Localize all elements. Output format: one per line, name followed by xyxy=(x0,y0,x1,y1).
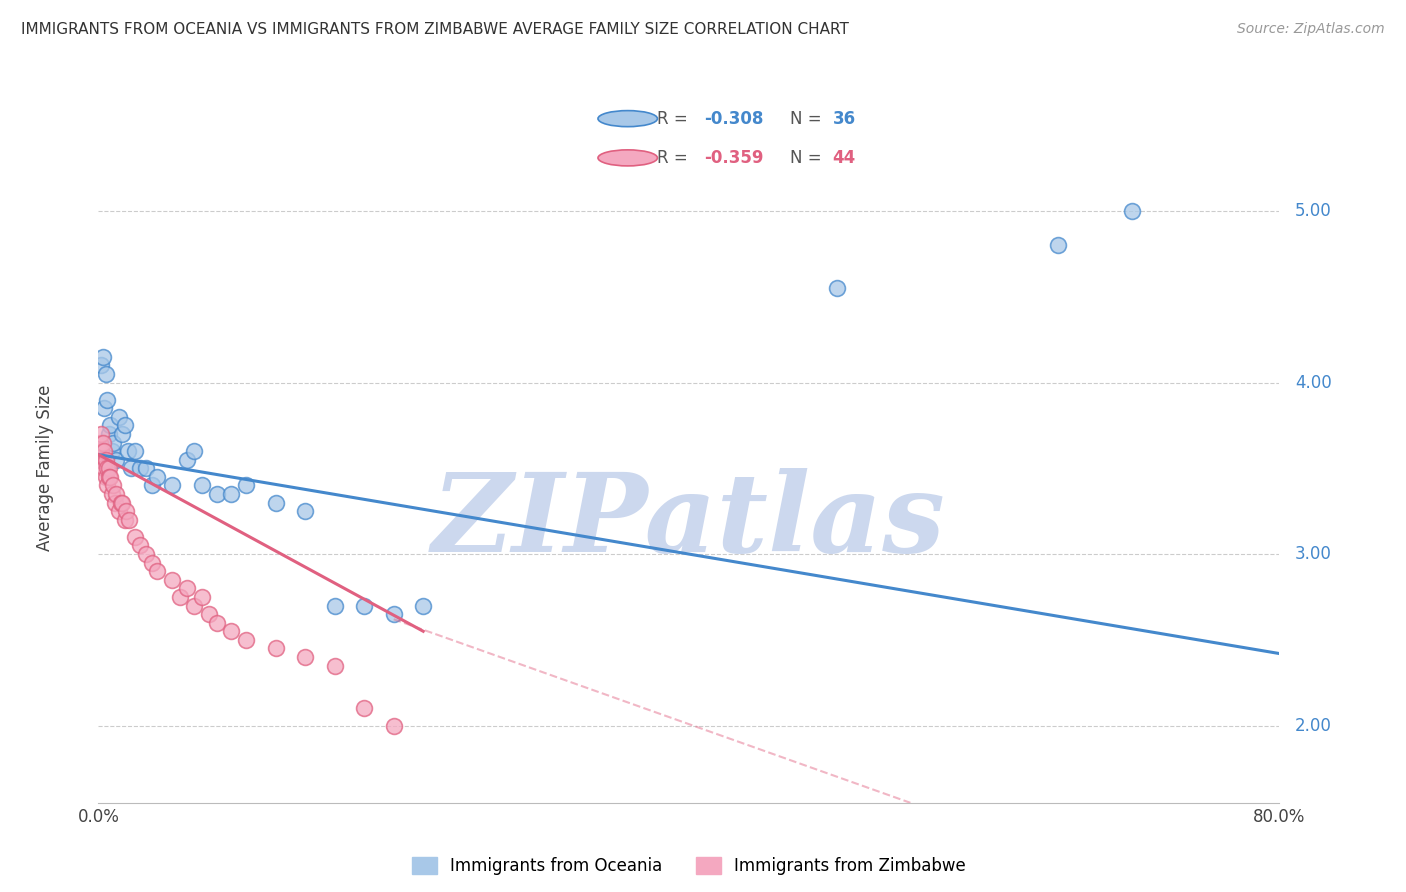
Point xyxy=(146,470,169,484)
Point xyxy=(124,444,146,458)
Point xyxy=(118,513,141,527)
Point xyxy=(128,461,150,475)
Point xyxy=(382,607,405,621)
Point xyxy=(91,350,114,364)
Point xyxy=(108,409,131,424)
Point xyxy=(97,427,120,442)
Point xyxy=(294,504,316,518)
Point xyxy=(235,632,257,647)
Point xyxy=(110,495,132,509)
Point xyxy=(105,452,128,467)
Point xyxy=(825,281,848,295)
Circle shape xyxy=(598,150,658,166)
Point xyxy=(353,599,375,613)
Text: 44: 44 xyxy=(832,149,856,167)
Point xyxy=(169,590,191,604)
Point xyxy=(103,435,125,450)
Point xyxy=(89,452,111,467)
Text: 36: 36 xyxy=(832,110,856,128)
Point xyxy=(128,539,150,553)
Point xyxy=(114,513,136,527)
Point xyxy=(323,599,346,613)
Point xyxy=(103,478,125,492)
Point xyxy=(135,461,157,475)
Circle shape xyxy=(598,111,658,127)
Point xyxy=(105,487,128,501)
Point xyxy=(114,418,136,433)
Point xyxy=(94,452,117,467)
Text: IMMIGRANTS FROM OCEANIA VS IMMIGRANTS FROM ZIMBABWE AVERAGE FAMILY SIZE CORRELAT: IMMIGRANTS FROM OCEANIA VS IMMIGRANTS FR… xyxy=(21,22,849,37)
Point xyxy=(94,470,117,484)
Point xyxy=(96,461,118,475)
Text: 2.00: 2.00 xyxy=(1295,716,1331,735)
Point xyxy=(264,641,287,656)
Point xyxy=(264,495,287,509)
Point xyxy=(100,444,122,458)
Point xyxy=(205,615,228,630)
Point xyxy=(94,367,117,381)
Point xyxy=(176,582,198,596)
Point xyxy=(353,701,375,715)
Point xyxy=(100,487,122,501)
Point xyxy=(96,478,118,492)
Text: 3.00: 3.00 xyxy=(1295,545,1331,563)
Text: N =: N = xyxy=(790,149,827,167)
Point xyxy=(98,418,121,433)
Point xyxy=(294,650,316,665)
Point xyxy=(176,452,198,467)
Point xyxy=(97,470,120,484)
Point xyxy=(96,392,118,407)
Text: 5.00: 5.00 xyxy=(1295,202,1331,220)
Point xyxy=(98,470,121,484)
Point xyxy=(89,435,111,450)
Point xyxy=(124,530,146,544)
Point xyxy=(382,718,405,732)
Point xyxy=(162,573,183,587)
Point xyxy=(191,590,214,604)
Text: R =: R = xyxy=(658,110,693,128)
Point xyxy=(91,452,114,467)
Point xyxy=(135,547,157,561)
Text: -0.359: -0.359 xyxy=(704,149,763,167)
Text: N =: N = xyxy=(790,110,827,128)
Point xyxy=(91,435,114,450)
Legend: Immigrants from Oceania, Immigrants from Zimbabwe: Immigrants from Oceania, Immigrants from… xyxy=(405,850,973,881)
Point xyxy=(198,607,221,621)
Point xyxy=(90,359,112,373)
Point xyxy=(97,461,120,475)
Point xyxy=(183,444,205,458)
Point xyxy=(191,478,214,492)
Point xyxy=(104,495,127,509)
Text: ZIPatlas: ZIPatlas xyxy=(432,468,946,575)
Point xyxy=(219,624,242,639)
Point xyxy=(323,658,346,673)
Point xyxy=(235,478,257,492)
Point xyxy=(111,495,134,509)
Point xyxy=(90,444,112,458)
Point xyxy=(115,504,138,518)
Point xyxy=(90,427,112,442)
Point xyxy=(111,427,134,442)
Point xyxy=(141,478,163,492)
Point xyxy=(93,461,115,475)
Point xyxy=(120,461,142,475)
Point xyxy=(93,444,115,458)
Point xyxy=(93,401,115,416)
Point xyxy=(117,444,139,458)
Text: 4.00: 4.00 xyxy=(1295,374,1331,392)
Point xyxy=(146,564,169,578)
Point xyxy=(1121,204,1143,219)
Point xyxy=(141,556,163,570)
Text: -0.308: -0.308 xyxy=(704,110,763,128)
Point xyxy=(108,504,131,518)
Point xyxy=(162,478,183,492)
Point xyxy=(1046,238,1069,252)
Point xyxy=(183,599,205,613)
Point xyxy=(412,599,434,613)
Point xyxy=(205,487,228,501)
Point xyxy=(219,487,242,501)
Text: Average Family Size: Average Family Size xyxy=(37,385,55,551)
Text: Source: ZipAtlas.com: Source: ZipAtlas.com xyxy=(1237,22,1385,37)
Text: R =: R = xyxy=(658,149,693,167)
